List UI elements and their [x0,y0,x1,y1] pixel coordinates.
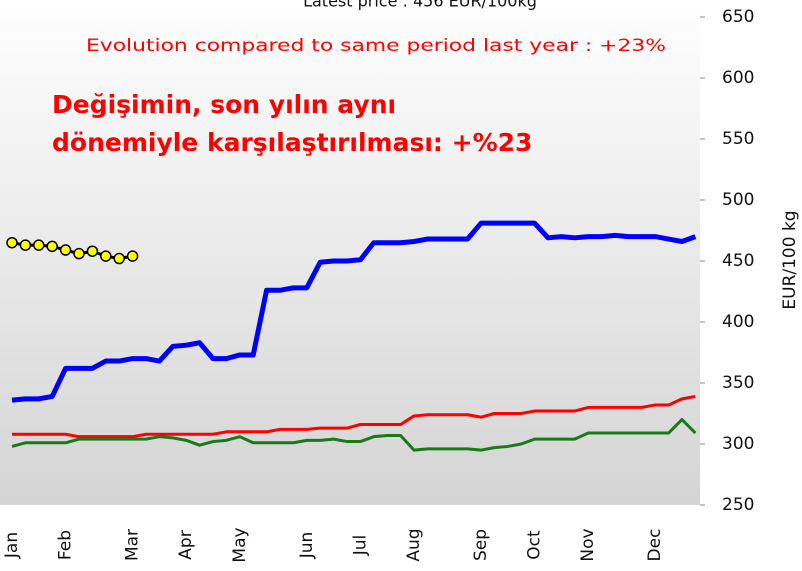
plot-area [0,0,700,505]
x-tick-label: Aug [404,528,424,561]
x-tick-label: Dec [645,529,665,562]
x-tick-label: May [230,527,250,562]
series-line [11,220,697,403]
series-marker [33,239,45,251]
series-marker [126,250,139,262]
series-marker [86,245,99,257]
y-tick-label: 550 [722,129,754,149]
series-marker [100,250,112,262]
series-marker [73,247,85,260]
y-tick-label: 650 [722,7,754,27]
chart-title: Latest price : 456 EUR/100kg [303,0,537,11]
series-marker [46,240,58,253]
series-marker [113,252,125,265]
annotation: dönemiyle karşılaştırılması: +%23 [52,128,532,157]
x-tick-label: Sep [471,529,491,561]
series-line [12,394,696,439]
series-marker [59,244,72,256]
annotation: Evolution compared to same period last y… [86,36,666,56]
series-marker [19,239,32,251]
y-tick-label: 600 [722,68,754,88]
y-axis-label: EUR/100 kg [780,210,800,309]
x-tick-label: Jan [2,532,22,559]
y-tick-label: 500 [722,190,754,210]
annotation: Değişimin, son yılın aynı [52,90,396,119]
y-tick-label: 400 [722,312,754,332]
x-tick-label: Jun [297,532,317,560]
series-marker [6,236,18,249]
x-tick-label: Feb [56,530,76,560]
y-tick-label: 300 [722,434,754,454]
series-line [11,418,697,452]
x-tick-label: Oct [525,530,545,560]
y-tick-label: 250 [722,495,754,515]
y-tick-label: 350 [722,373,754,393]
x-tick-label: Mar [123,529,143,561]
x-tick-label: Apr [176,530,196,559]
series-line [11,241,133,261]
x-tick-label: Jul [350,535,370,557]
x-tick-label: Nov [578,528,598,561]
y-tick-label: 450 [722,251,754,271]
